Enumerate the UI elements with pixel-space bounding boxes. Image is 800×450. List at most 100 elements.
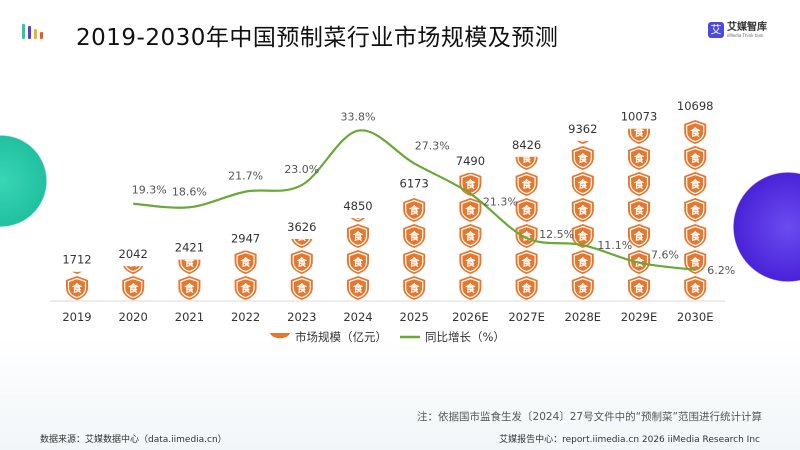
shield-food-icon <box>683 275 707 301</box>
shield-food-icon <box>683 119 707 145</box>
shield-food-icon <box>458 275 482 301</box>
growth-value-label: 19.3% <box>132 184 167 197</box>
bar-2027E <box>514 156 539 301</box>
shield-food-icon <box>346 275 370 301</box>
bar-value-label: 8426 <box>512 138 541 152</box>
shield-food-icon <box>627 197 651 223</box>
shield-food-icon <box>514 171 539 197</box>
shield-food-icon <box>65 275 89 301</box>
growth-line <box>133 129 696 271</box>
x-tick-label: 2022 <box>231 310 260 324</box>
x-tick-label: 2020 <box>119 310 148 324</box>
bar-value-label: 2421 <box>175 241 204 255</box>
brand-sub: iiMedia Think tank <box>727 32 764 38</box>
bar-value-label: 2947 <box>231 232 260 246</box>
legend-label: 同比增长（%） <box>425 330 505 344</box>
shield-food-icon <box>346 249 370 275</box>
brand-name: 艾媒智库 <box>727 21 767 33</box>
shield-food-icon <box>683 223 707 249</box>
footnote: 注：依据国市监食生发〔2024〕27号文件中的“预制菜”范围进行统计计算 <box>417 411 762 423</box>
shield-food-icon <box>571 171 595 197</box>
shield-food-icon <box>514 275 539 301</box>
shield-food-icon <box>121 275 145 301</box>
shield-food-icon <box>458 223 482 249</box>
bar-value-label: 7490 <box>456 154 485 168</box>
shield-food-icon <box>234 250 258 275</box>
shield-food-icon <box>234 275 258 301</box>
page-title: 2019-2030年中国预制菜行业市场规模及预测 <box>76 25 559 51</box>
growth-value-label: 27.3% <box>415 139 450 152</box>
bar-2028E <box>571 140 595 301</box>
brand-mark-icon: 艾 <box>708 22 724 38</box>
brand-logo: 艾 艾媒智库 iiMedia Think tank <box>708 22 767 38</box>
x-tick-label: 2025 <box>400 310 429 324</box>
shield-food-icon <box>402 223 426 249</box>
decorative-teal-circle <box>0 135 47 227</box>
shield-food-icon <box>683 145 707 171</box>
bar-value-label: 3626 <box>287 220 316 234</box>
bar-2026E <box>458 172 482 301</box>
x-tick-label: 2030E <box>677 310 714 324</box>
x-tick-label: 2026E <box>452 310 489 324</box>
shield-food-icon <box>571 249 595 275</box>
shield-food-icon <box>571 275 595 301</box>
x-tick-label: 2028E <box>565 310 602 324</box>
bar-2022 <box>234 250 258 301</box>
report-center: 艾媒报告中心：report.iimedia.cn 2026 iiMedia Re… <box>499 435 760 445</box>
shield-food-icon <box>571 197 595 223</box>
growth-value-label: 6.2% <box>707 264 735 277</box>
x-tick-label: 2029E <box>621 310 658 324</box>
bar-value-label: 1712 <box>62 253 91 267</box>
data-source: 数据来源：艾媒数据中心（data.iimedia.cn） <box>40 435 227 445</box>
shield-food-icon <box>458 249 482 275</box>
shield-food-icon <box>402 197 426 223</box>
bar-2023 <box>290 238 314 301</box>
bar-value-label: 10073 <box>621 110 658 124</box>
growth-value-label: 12.5% <box>539 228 574 241</box>
shield-food-icon <box>514 249 539 275</box>
bar-2029E <box>627 128 651 301</box>
x-tick-label: 2023 <box>287 310 316 324</box>
bar-logo-icon <box>22 23 43 39</box>
bar-2025 <box>402 195 426 301</box>
shield-food-icon <box>177 275 201 301</box>
decorative-purple-circle <box>733 172 800 282</box>
shield-food-icon <box>627 171 651 197</box>
shield-food-icon <box>514 197 539 223</box>
growth-value-label: 23.0% <box>284 163 319 176</box>
x-tick-label: 2027E <box>508 310 545 324</box>
bar-value-label: 4850 <box>343 199 372 213</box>
growth-value-label: 7.6% <box>651 249 679 262</box>
bar-2024 <box>346 218 370 301</box>
shield-food-icon <box>683 197 707 223</box>
shield-food-icon <box>290 249 314 275</box>
bar-value-label: 2042 <box>119 247 148 261</box>
shield-food-icon <box>571 145 595 171</box>
shield-food-icon <box>683 171 707 197</box>
bar-value-label: 10698 <box>677 99 714 113</box>
shield-food-icon <box>402 275 426 301</box>
shield-food-icon <box>346 223 370 249</box>
legend-bar-icon <box>270 333 290 339</box>
growth-value-label: 21.7% <box>228 170 263 183</box>
growth-value-label: 21.3% <box>483 196 518 209</box>
growth-value-label: 18.6% <box>172 185 207 198</box>
shield-food-icon <box>458 197 482 223</box>
shield-food-icon <box>627 145 651 171</box>
shield-food-icon <box>683 249 707 275</box>
shield-food-icon <box>514 223 539 249</box>
x-tick-label: 2021 <box>175 310 204 324</box>
bar-2021 <box>177 259 201 301</box>
x-tick-label: 2024 <box>343 310 372 324</box>
bar-value-label: 6173 <box>400 176 429 190</box>
shield-food-icon <box>290 275 314 301</box>
shield-food-icon <box>627 275 651 301</box>
legend-label: 市场规模（亿元） <box>295 330 387 344</box>
shield-food-icon <box>402 249 426 275</box>
growth-value-label: 11.1% <box>597 239 632 252</box>
x-tick-label: 2019 <box>62 310 91 324</box>
growth-value-label: 33.8% <box>341 111 376 124</box>
bar-value-label: 9362 <box>568 122 597 136</box>
